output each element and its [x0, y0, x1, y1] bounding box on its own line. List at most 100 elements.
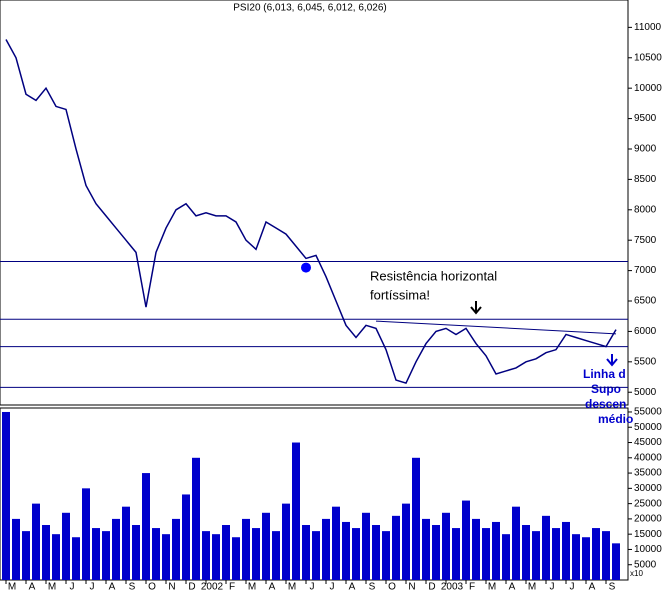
volume-bar — [92, 528, 100, 580]
x-tick-label: J — [330, 582, 335, 592]
y-tick-label: 10000 — [634, 83, 662, 94]
price-line — [5, 39, 617, 385]
volume-bar — [302, 525, 310, 580]
volume-bar — [562, 521, 570, 580]
x-tick-label: F — [469, 582, 475, 592]
volume-bar — [532, 531, 540, 580]
x-tick-label: O — [148, 582, 156, 592]
y-tick-label: 50000 — [634, 422, 662, 433]
chart-title: PSI20 (6,013, 6,045, 6,012, 6,026) — [233, 3, 386, 14]
y-tick-label: 8500 — [634, 174, 657, 185]
volume-bar — [2, 411, 10, 580]
volume-bar — [122, 506, 130, 580]
y-tick-label: 7500 — [634, 235, 657, 246]
y-tick-label: 7000 — [634, 265, 657, 276]
volume-bar — [352, 528, 360, 580]
y-tick-label: 55000 — [634, 407, 662, 418]
volume-bar — [522, 525, 530, 580]
x-tick-label: O — [388, 582, 396, 592]
x-tick-label: D — [428, 582, 435, 592]
x-tick-label: M — [48, 582, 56, 592]
volume-bar — [32, 503, 40, 580]
x-tick-label: M — [528, 582, 536, 592]
volume-bar — [82, 488, 90, 580]
x-tick-label: A — [349, 582, 356, 592]
y-tick-label: 20000 — [634, 514, 662, 525]
x-tick-label: D — [188, 582, 195, 592]
volume-bar — [42, 525, 50, 580]
price-frame — [0, 0, 629, 406]
volume-bar — [282, 503, 290, 580]
volume-bar — [62, 512, 70, 580]
y-tick-label: 8000 — [634, 204, 657, 215]
marker — [301, 262, 311, 273]
volume-bar — [432, 525, 440, 580]
volume-bar — [142, 473, 150, 580]
volume-bar — [242, 518, 250, 580]
volume-bar — [402, 503, 410, 580]
volume-bar — [422, 518, 430, 580]
volume-bar — [272, 531, 280, 580]
x-tick-label: J — [70, 582, 75, 592]
y-tick-label: 40000 — [634, 452, 662, 463]
volume-bar — [602, 531, 610, 580]
x-tick-label: S — [129, 582, 136, 592]
y-tick-label: 15000 — [634, 529, 662, 540]
volume-bar — [592, 528, 600, 580]
volume-bar — [12, 518, 20, 580]
volume-bar — [202, 531, 210, 580]
volume-bar — [472, 518, 480, 580]
x-tick-label: F — [229, 582, 235, 592]
side-annotation: descen — [585, 397, 626, 411]
x-tick-label: J — [550, 582, 555, 592]
y-tick-label: 45000 — [634, 437, 662, 448]
y-tick-label: 5000 — [634, 387, 657, 398]
volume-bar — [172, 518, 180, 580]
y-tick-label: 9500 — [634, 113, 657, 124]
volume-bar — [132, 525, 140, 580]
x-tick-label: S — [369, 582, 376, 592]
volume-bar — [442, 512, 450, 580]
volume-bar — [462, 500, 470, 580]
volume-bar — [252, 528, 260, 580]
x-tick-label: N — [408, 582, 415, 592]
volume-bar — [482, 528, 490, 580]
volume-bar — [612, 543, 620, 580]
x-tick-label: S — [609, 582, 616, 592]
y-tick-label: 6500 — [634, 296, 657, 307]
arrow — [470, 301, 482, 315]
volume-bar — [312, 531, 320, 580]
volume-bar — [192, 457, 200, 580]
y-tick-label: 10500 — [634, 52, 662, 63]
volume-bar — [372, 525, 380, 580]
y-tick-label: 35000 — [634, 468, 662, 479]
side-annotation: Supo — [591, 382, 621, 396]
x-tick-label: J — [570, 582, 575, 592]
y-tick-label: 9000 — [634, 144, 657, 155]
trend-line — [375, 320, 617, 335]
volume-bar — [542, 515, 550, 580]
volume-bar — [162, 534, 170, 580]
y-tick-label: 5000 — [634, 559, 657, 570]
volume-bar — [362, 512, 370, 580]
volume-bar — [262, 512, 270, 580]
annotation: Resistência horizontal — [370, 268, 497, 283]
volume-bar — [232, 537, 240, 580]
volume-bar — [452, 528, 460, 580]
volume-bar — [292, 442, 300, 580]
volume-bar — [152, 528, 160, 580]
x-tick-label: M — [488, 582, 496, 592]
volume-bar — [52, 534, 60, 580]
y-tick-label: 6000 — [634, 326, 657, 337]
x-tick-label: 2003 — [441, 582, 464, 592]
volume-bar — [102, 531, 110, 580]
x-tick-label: N — [168, 582, 175, 592]
volume-bar — [182, 494, 190, 580]
y-tick-label: 25000 — [634, 498, 662, 509]
arrow — [606, 354, 618, 367]
side-annotation: Linha d — [583, 367, 626, 381]
x-tick-label: M — [248, 582, 256, 592]
x-tick-label: M — [288, 582, 296, 592]
x-tick-label: A — [109, 582, 116, 592]
